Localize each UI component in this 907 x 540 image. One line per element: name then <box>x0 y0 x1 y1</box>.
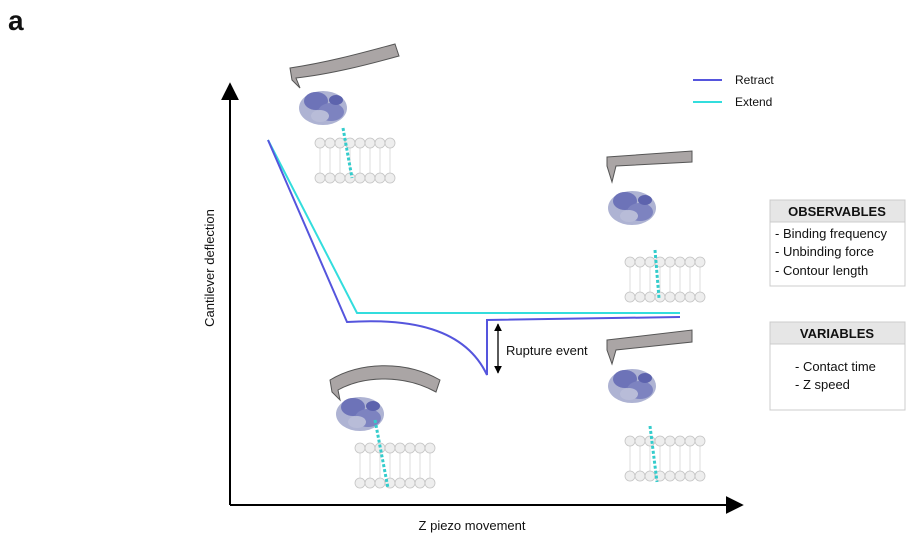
annotation: Rupture event <box>506 343 588 358</box>
box-item: - Z speed <box>795 377 850 392</box>
box-title: VARIABLES <box>800 326 874 341</box>
x-axis-label: Z piezo movement <box>419 518 526 533</box>
box-item: - Contact time <box>795 359 876 374</box>
variables-box: VARIABLES - Contact time - Z speed <box>770 322 905 410</box>
panel-label: a <box>8 5 24 36</box>
illustration <box>330 366 440 488</box>
illustration <box>607 151 705 302</box>
legend-label: Retract <box>735 73 774 87</box>
box-title: OBSERVABLES <box>788 204 886 219</box>
illustration <box>607 330 705 482</box>
box-item: - Contour length <box>775 263 868 278</box>
y-axis-label: Cantilever deflection <box>202 209 217 327</box>
figure: a Cantilever deflection Z piezo movement… <box>0 0 907 540</box>
legend-label: Extend <box>735 95 772 109</box>
illustration <box>290 44 399 183</box>
observables-box: OBSERVABLES - Binding frequency - Unbind… <box>770 200 905 286</box>
box-item: - Unbinding force <box>775 244 874 259</box>
box-item: - Binding frequency <box>775 226 888 241</box>
